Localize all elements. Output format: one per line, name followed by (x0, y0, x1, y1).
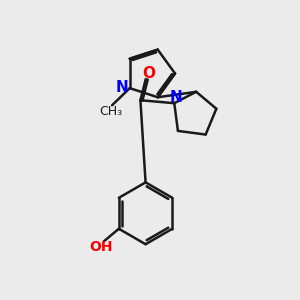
Text: CH₃: CH₃ (99, 105, 122, 118)
Text: OH: OH (89, 240, 112, 254)
Text: N: N (115, 80, 128, 95)
Text: N: N (169, 90, 182, 105)
Text: O: O (142, 66, 155, 81)
